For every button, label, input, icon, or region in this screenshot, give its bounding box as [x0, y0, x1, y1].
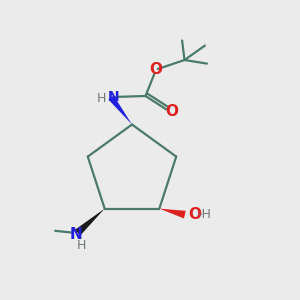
- Text: H: H: [76, 239, 86, 252]
- Text: -H: -H: [198, 208, 212, 221]
- Polygon shape: [108, 95, 132, 124]
- Text: O: O: [189, 206, 202, 221]
- Text: N: N: [108, 90, 120, 104]
- Polygon shape: [75, 208, 105, 236]
- Polygon shape: [159, 208, 186, 218]
- Text: N: N: [70, 226, 83, 242]
- Text: H: H: [96, 92, 106, 105]
- Text: O: O: [149, 62, 163, 77]
- Text: O: O: [165, 103, 178, 118]
